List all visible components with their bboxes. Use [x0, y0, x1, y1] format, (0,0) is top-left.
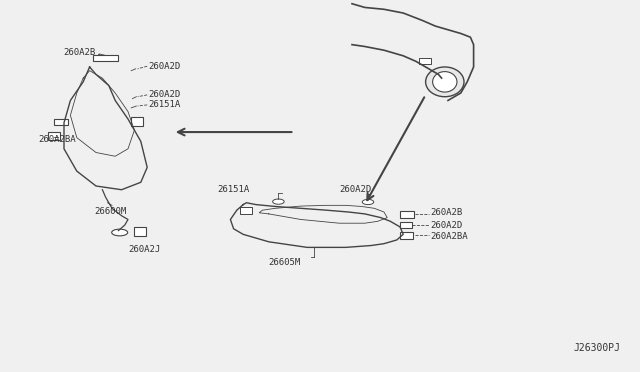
- Text: 260A2B: 260A2B: [430, 208, 462, 217]
- Ellipse shape: [433, 71, 457, 92]
- Text: J26300PJ: J26300PJ: [574, 343, 621, 353]
- Text: 260A2D: 260A2D: [430, 221, 462, 230]
- FancyBboxPatch shape: [134, 227, 146, 236]
- FancyBboxPatch shape: [400, 211, 414, 218]
- Text: 26151A: 26151A: [218, 185, 250, 194]
- FancyBboxPatch shape: [400, 222, 412, 228]
- FancyBboxPatch shape: [93, 55, 118, 61]
- Text: 260A2D: 260A2D: [148, 62, 180, 71]
- Text: 260A2BA: 260A2BA: [38, 135, 76, 144]
- Text: 260A2D: 260A2D: [339, 185, 371, 194]
- Ellipse shape: [362, 199, 374, 205]
- FancyBboxPatch shape: [48, 132, 60, 140]
- Text: 260A2D: 260A2D: [148, 90, 180, 99]
- FancyBboxPatch shape: [419, 58, 431, 64]
- Text: 26600M: 26600M: [95, 207, 127, 216]
- Text: 260A2B: 260A2B: [64, 48, 96, 57]
- FancyBboxPatch shape: [54, 119, 68, 125]
- Text: 26151A: 26151A: [148, 100, 180, 109]
- Text: 260A2J: 260A2J: [128, 245, 160, 254]
- Ellipse shape: [273, 199, 284, 204]
- Ellipse shape: [426, 67, 464, 97]
- FancyBboxPatch shape: [131, 117, 143, 126]
- FancyBboxPatch shape: [400, 232, 413, 239]
- Text: 26605M: 26605M: [269, 258, 301, 267]
- Ellipse shape: [112, 229, 128, 236]
- FancyBboxPatch shape: [240, 207, 252, 214]
- Text: 260A2BA: 260A2BA: [430, 232, 468, 241]
